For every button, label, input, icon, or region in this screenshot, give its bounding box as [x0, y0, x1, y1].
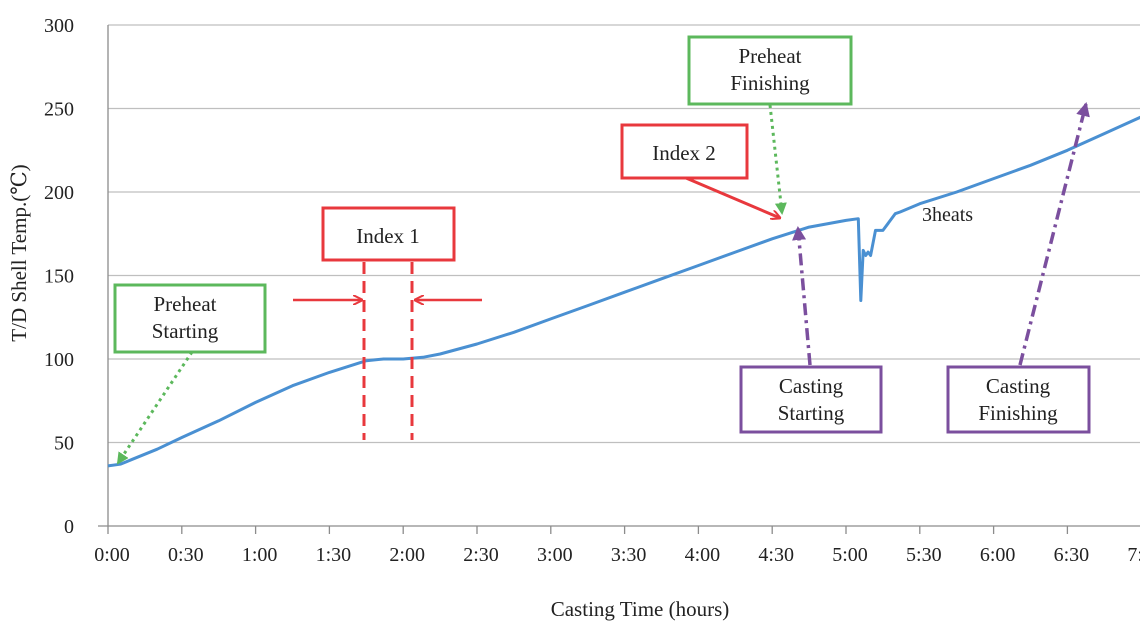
- x-tick-label: 3:30: [611, 544, 647, 566]
- y-tick-label: 50: [54, 433, 74, 455]
- casting-finishing-arrow: [1018, 102, 1090, 366]
- preheat-finishing-label-line-2: Finishing: [730, 71, 810, 95]
- index-1-box: [321, 206, 456, 262]
- x-tick-label: 3:00: [537, 544, 573, 566]
- x-tick-label: 1:00: [242, 544, 278, 566]
- preheat-starting-annotation: Preheat Starting: [113, 283, 267, 465]
- temperature-series-line: [107, 115, 1140, 468]
- casting-starting-arrow: [792, 226, 812, 366]
- x-tick-label: 1:30: [316, 544, 352, 566]
- x-tick-label: 2:00: [389, 544, 425, 566]
- x-tick-label: 2:30: [463, 544, 499, 566]
- y-tick-label: 200: [44, 182, 74, 204]
- grid-lines: [108, 24, 1140, 444]
- index-1-label: Index 1: [356, 224, 420, 248]
- casting-starting-annotation: Casting Starting: [739, 226, 883, 434]
- preheat-starting-label-line-2: Starting: [152, 319, 219, 343]
- y-tick-label: 300: [44, 15, 74, 37]
- casting-finishing-label-line-2: Finishing: [978, 401, 1058, 425]
- preheat-finishing-annotation: Preheat Finishing: [687, 35, 853, 215]
- preheat-finishing-arrow: [768, 104, 787, 215]
- index-2-label: Index 2: [652, 141, 716, 165]
- index-2-arrow: [685, 176, 780, 218]
- index-2-annotation: Index 2: [620, 123, 780, 218]
- y-tick-label: 100: [44, 349, 74, 371]
- casting-finishing-label-line-1: Casting: [986, 374, 1051, 398]
- x-tick-label: 5:30: [906, 544, 942, 566]
- x-tick-label: 5:00: [832, 544, 868, 566]
- index-1-annotation: Index 1: [293, 206, 482, 440]
- preheat-starting-arrow: [116, 351, 194, 465]
- y-tick-label: 150: [44, 266, 74, 288]
- axes: [98, 25, 1140, 534]
- casting-starting-label-line-2: Starting: [778, 401, 845, 425]
- x-tick-labels: 0:00 0:30 1:00 1:30 2:00 2:30 3:00 3:30 4:00 4:30…: [94, 544, 1140, 566]
- y-tick-label: 0: [64, 516, 74, 538]
- preheat-starting-label-line-1: Preheat: [154, 292, 217, 316]
- x-tick-label: 4:30: [758, 544, 794, 566]
- preheat-finishing-label-line-1: Preheat: [739, 44, 802, 68]
- preheat-finishing-box: [687, 35, 853, 106]
- preheat-starting-box: [113, 283, 267, 354]
- casting-finishing-annotation: Casting Finishing: [946, 102, 1091, 434]
- x-tick-label: 6:30: [1054, 544, 1090, 566]
- three-heats-label: 3heats: [922, 204, 973, 226]
- y-axis-title: T/D Shell Temp.(℃): [7, 164, 31, 341]
- x-tick-label: 6:00: [980, 544, 1016, 566]
- casting-finishing-box: [946, 365, 1091, 434]
- index-2-box: [620, 123, 749, 180]
- y-tick-label: 250: [44, 99, 74, 121]
- x-tick-label: 7:00: [1127, 544, 1140, 566]
- casting-starting-box: [739, 365, 883, 434]
- x-axis-title: Casting Time (hours): [551, 597, 730, 621]
- x-tick-label: 0:00: [94, 544, 130, 566]
- casting-starting-label-line-1: Casting: [779, 374, 844, 398]
- y-tick-labels: 0 50 100 150 200 250 300: [44, 15, 74, 538]
- x-tick-label: 4:00: [685, 544, 721, 566]
- x-tick-label: 0:30: [168, 544, 204, 566]
